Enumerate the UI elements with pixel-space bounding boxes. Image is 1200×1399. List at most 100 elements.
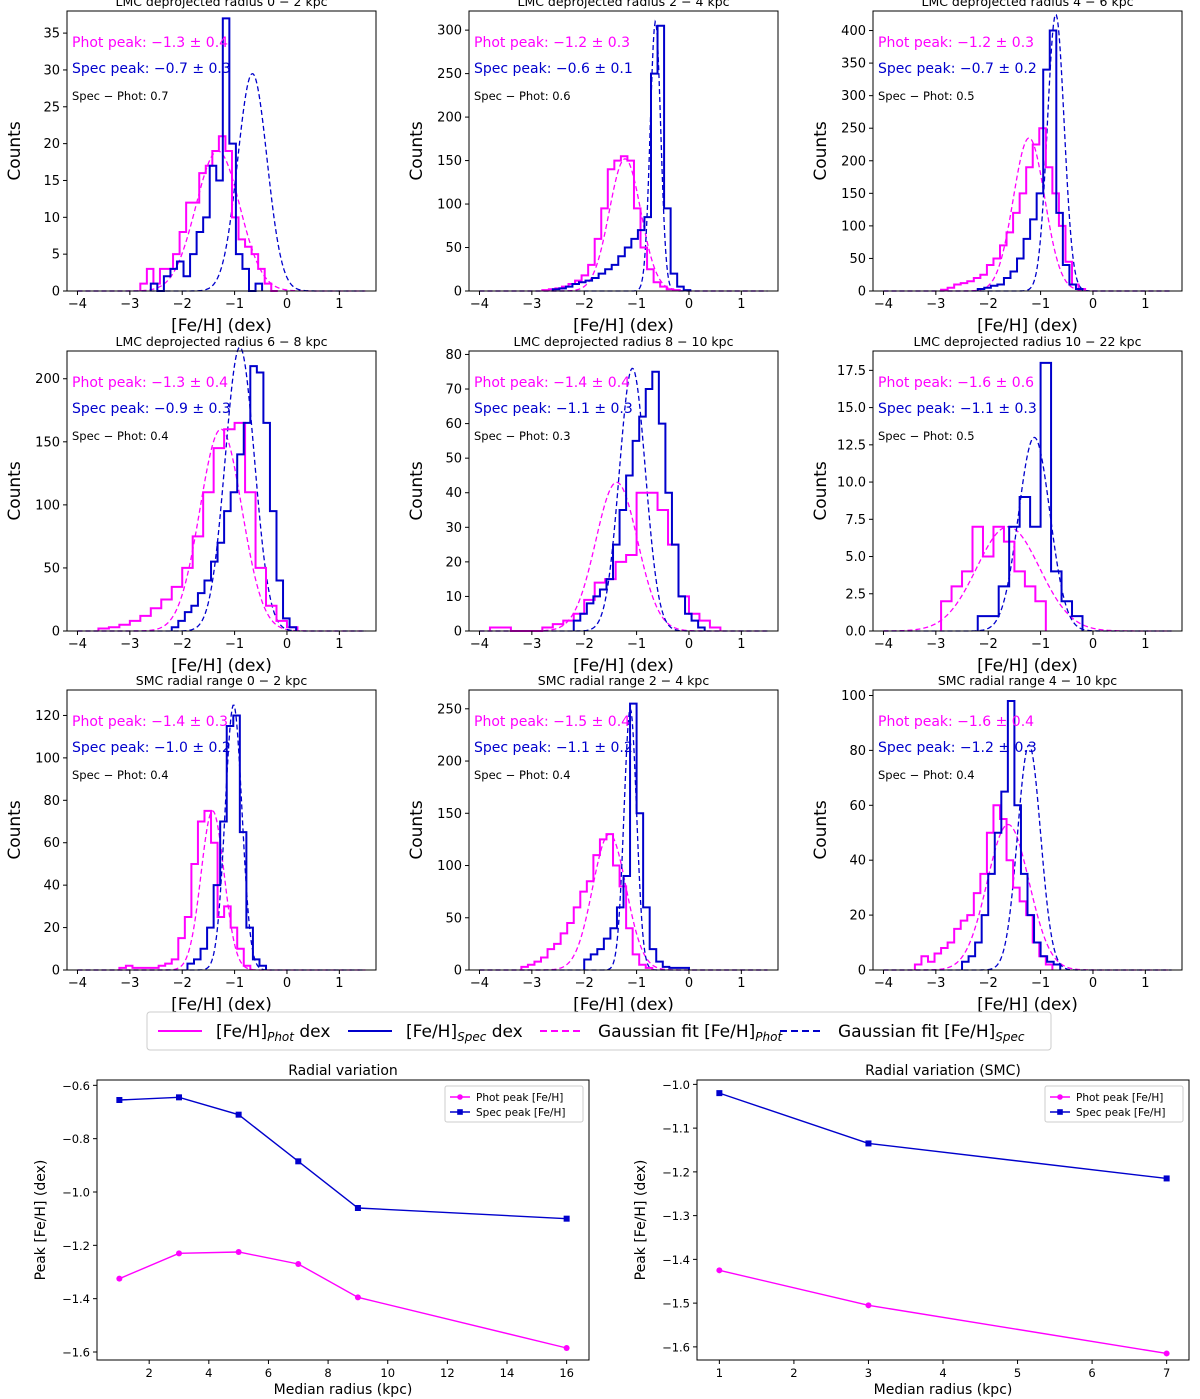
- data-point: [563, 1215, 570, 1222]
- data-point: [865, 1140, 872, 1147]
- x-tick-label: −4: [874, 297, 893, 312]
- phot-histogram: [520, 833, 654, 970]
- chart-title: SMC radial range 4 − 10 kpc: [938, 673, 1117, 688]
- axes-frame: [468, 689, 779, 971]
- x-tick-label: 0: [685, 976, 693, 991]
- line-panel: 2 4 6 8 10 12 14 16 −1.6 −1.4 −1.2 −1.0 −0.8 −0.6 Radi…: [33, 1063, 590, 1398]
- axes-frame: [66, 350, 377, 632]
- y-tick-label: 150: [437, 154, 462, 169]
- histogram-panel: Phot peak: −1.2 ± 0.3 Spec peak: −0.7 ± 0…: [811, 0, 1183, 336]
- x-tick-label: 1: [335, 297, 343, 312]
- y-tick-label: 400: [841, 24, 866, 39]
- x-tick-label: −3: [926, 297, 945, 312]
- spec-gaussian-fit: [883, 436, 1172, 632]
- phot-histogram: [97, 421, 299, 631]
- y-tick-label: 80: [445, 348, 462, 363]
- series-line: [119, 1251, 567, 1349]
- chart-title: SMC radial range 2 − 4 kpc: [538, 673, 710, 688]
- x-tick-label: −4: [68, 976, 87, 991]
- phot-peak-text: Phot peak: −1.2 ± 0.3: [878, 35, 1034, 51]
- phot-histogram: [913, 804, 1054, 970]
- x-tick-label: 10: [380, 1366, 395, 1380]
- data-point: [563, 1345, 570, 1351]
- x-tick-label: −3: [522, 976, 541, 991]
- x-tick-label: −2: [979, 637, 998, 652]
- y-tick-label: 0: [858, 285, 866, 300]
- series-line: [119, 1096, 567, 1220]
- x-axis-label: [Fe/H] (dex): [171, 316, 272, 336]
- spec-peak-text: Spec peak: −1.2 ± 0.3: [878, 740, 1037, 756]
- y-tick-label: −0.8: [62, 1132, 90, 1146]
- y-tick-label: 50: [445, 911, 462, 926]
- spec-histogram: [572, 370, 706, 631]
- y-tick-label: 17.5: [837, 364, 866, 379]
- phot-peak-text: Phot peak: −1.3 ± 0.4: [72, 375, 228, 391]
- data-point: [176, 1094, 182, 1101]
- x-tick-label: −3: [120, 297, 139, 312]
- data-point: [235, 1111, 242, 1118]
- y-axis-label: Counts: [407, 121, 427, 180]
- x-tick-label: 1: [1141, 976, 1149, 991]
- y-tick-label: 40: [849, 854, 866, 869]
- x-tick-label: −1: [1031, 297, 1050, 312]
- data-point: [116, 1097, 123, 1103]
- spec-minus-phot-text: Spec − Phot: 0.4: [72, 768, 169, 782]
- y-tick-label: 20: [445, 555, 462, 570]
- y-tick-label: −1.0: [62, 1186, 90, 1200]
- axes-frame: [468, 350, 779, 632]
- y-tick-label: 0: [52, 625, 60, 640]
- y-tick-label: 100: [841, 689, 866, 704]
- series-legend-marker: [1057, 1109, 1063, 1115]
- histogram-panel: Phot peak: −1.2 ± 0.3 Spec peak: −0.6 ± 0…: [407, 0, 779, 336]
- y-tick-label: 100: [437, 859, 462, 874]
- chart-title: LMC deprojected radius 8 − 10 kpc: [514, 334, 734, 349]
- x-tick-label: 1: [737, 976, 745, 991]
- y-tick-label: 80: [849, 744, 866, 759]
- chart-title: Radial variation: [288, 1063, 398, 1079]
- y-tick-label: 25: [43, 100, 60, 115]
- data-point: [865, 1302, 872, 1309]
- axes-frame: [96, 1079, 590, 1361]
- x-tick-label: −3: [522, 637, 541, 652]
- x-tick-label: 5: [1014, 1366, 1021, 1380]
- y-tick-label: 250: [437, 67, 462, 82]
- y-tick-label: 0: [454, 964, 462, 979]
- x-tick-label: 6: [265, 1366, 272, 1380]
- x-tick-label: 8: [324, 1366, 331, 1380]
- x-tick-label: −4: [68, 297, 87, 312]
- y-axis-label: Counts: [811, 800, 831, 859]
- axes-frame: [66, 10, 377, 292]
- y-tick-label: 120: [35, 709, 60, 724]
- y-tick-label: 50: [445, 452, 462, 467]
- spec-histogram: [976, 361, 1084, 631]
- y-tick-label: 7.5: [845, 513, 866, 528]
- data-point: [235, 1249, 242, 1255]
- y-tick-label: 10.0: [837, 476, 866, 491]
- x-tick-label: −3: [926, 637, 945, 652]
- phot-peak-text: Phot peak: −1.4 ± 0.4: [474, 375, 630, 391]
- y-tick-label: −0.6: [62, 1079, 90, 1093]
- y-tick-label: 150: [35, 435, 60, 450]
- spec-peak-text: Spec peak: −0.6 ± 0.1: [474, 61, 633, 77]
- y-axis-label: Counts: [811, 121, 831, 180]
- x-axis-label: [Fe/H] (dex): [573, 995, 674, 1015]
- y-tick-label: −1.6: [62, 1346, 90, 1360]
- series-legend-marker: [1057, 1094, 1063, 1100]
- spec-minus-phot-text: Spec − Phot: 0.7: [72, 89, 169, 103]
- phot-histogram: [940, 525, 1047, 631]
- x-tick-label: −4: [470, 637, 489, 652]
- y-tick-label: 0: [454, 625, 462, 640]
- y-tick-label: 50: [445, 241, 462, 256]
- y-tick-label: 20: [43, 921, 60, 936]
- y-axis-label: Counts: [407, 800, 427, 859]
- x-tick-label: −2: [575, 976, 594, 991]
- x-tick-label: 2: [790, 1366, 797, 1380]
- spec-histogram: [149, 17, 264, 292]
- x-tick-label: −1: [1031, 976, 1050, 991]
- x-axis-label: [Fe/H] (dex): [573, 316, 674, 336]
- y-tick-label: 350: [841, 57, 866, 72]
- x-axis-label: Median radius (kpc): [874, 1382, 1013, 1398]
- spec-histogram: [170, 365, 298, 631]
- spec-histogram: [961, 699, 1062, 970]
- y-tick-label: 300: [437, 24, 462, 39]
